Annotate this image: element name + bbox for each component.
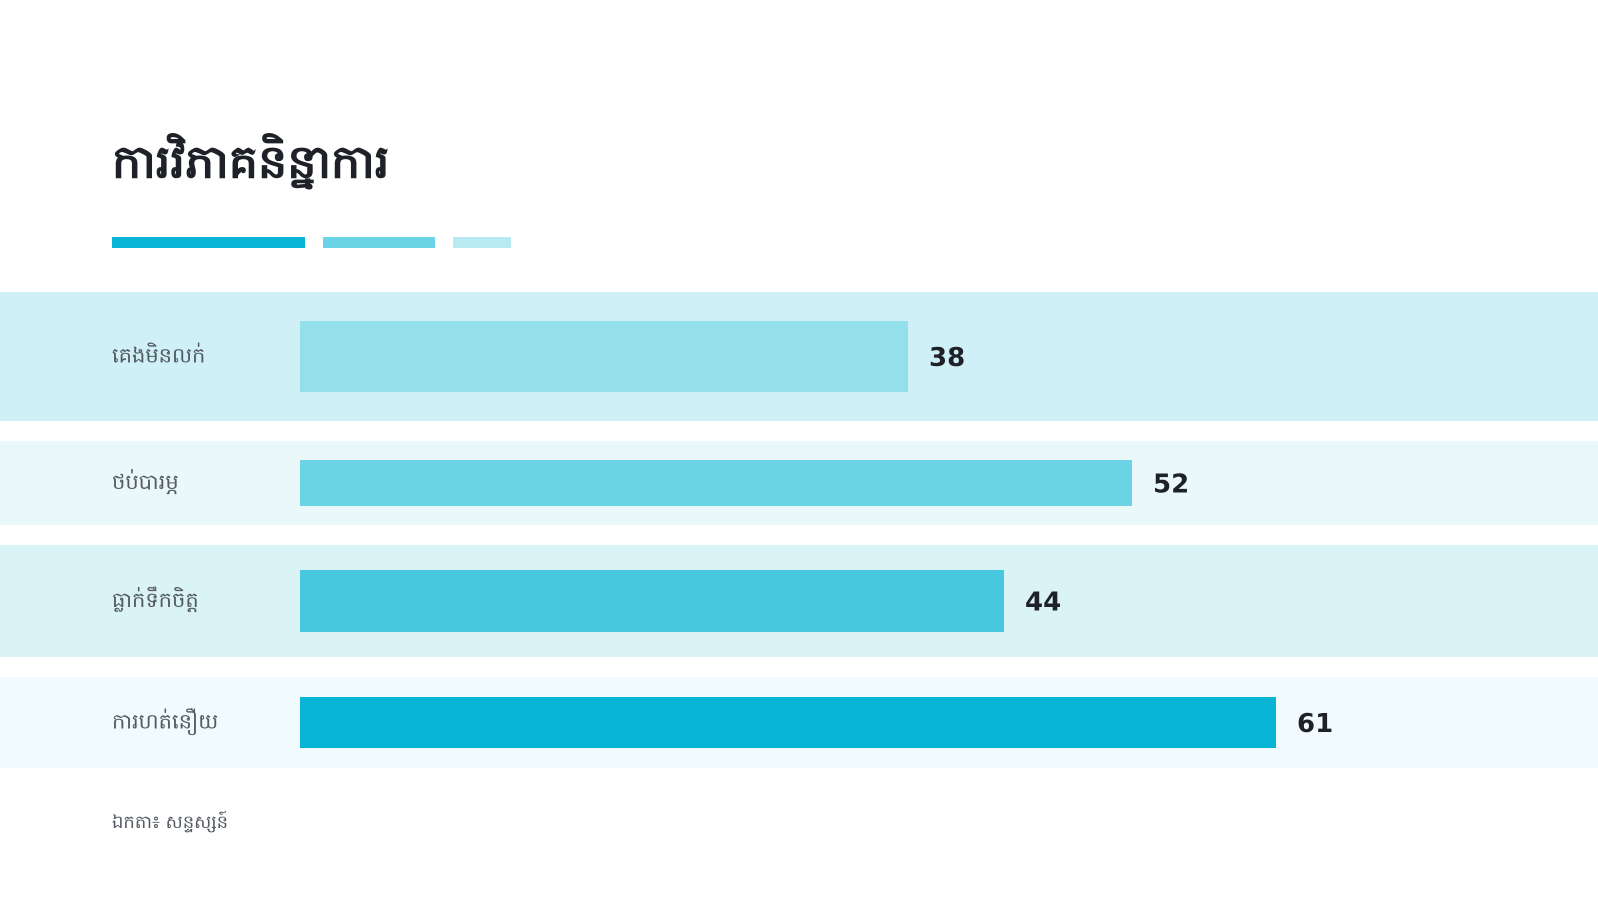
- category-label: ធ្លាក់ទឹកចិត្ត: [112, 586, 199, 613]
- accent-line: [453, 237, 511, 248]
- chart-title: ការវិភាគនិន្នាការ: [112, 133, 389, 190]
- bar: [300, 570, 1004, 632]
- bar: [300, 460, 1132, 506]
- value-label: 52: [1153, 470, 1189, 500]
- category-label: ថប់បារម្ភ: [112, 469, 179, 495]
- accent-line: [323, 237, 435, 248]
- value-label: 38: [929, 343, 965, 373]
- value-label: 61: [1297, 709, 1333, 739]
- value-label: 44: [1025, 588, 1061, 618]
- bar: [300, 321, 908, 392]
- accent-line: [112, 237, 305, 248]
- category-label: ការហត់នឿយ: [112, 708, 218, 736]
- category-label: គេងមិនលក់: [112, 343, 205, 368]
- footnote: ឯកតា៖ សន្ទស្សន៍: [112, 810, 228, 833]
- bar: [300, 697, 1276, 748]
